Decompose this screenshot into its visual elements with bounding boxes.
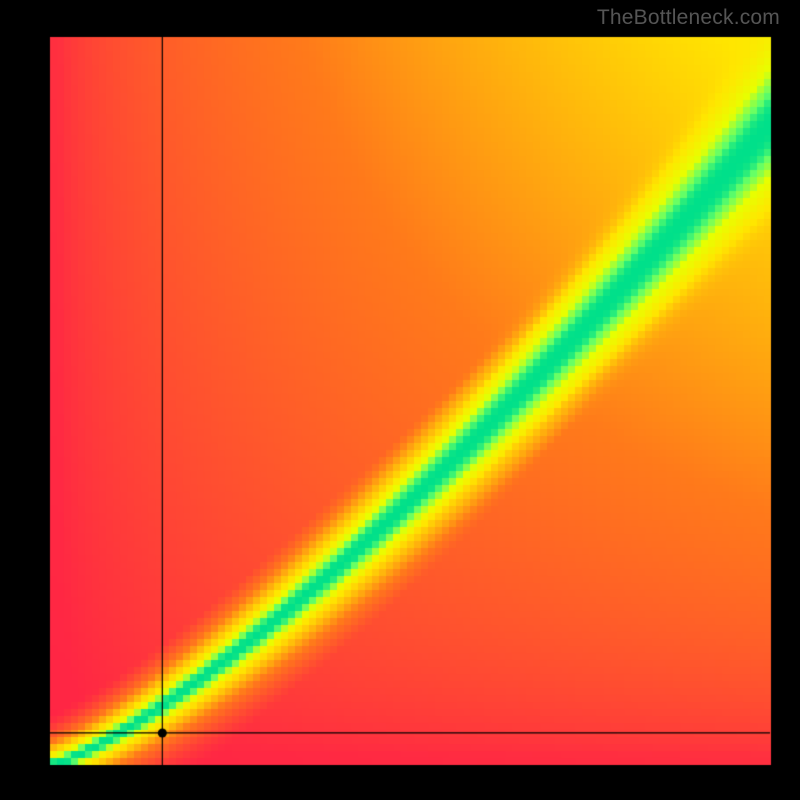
- chart-container: TheBottleneck.com: [0, 0, 800, 800]
- heatmap-canvas: [0, 0, 800, 800]
- watermark-text: TheBottleneck.com: [597, 6, 780, 30]
